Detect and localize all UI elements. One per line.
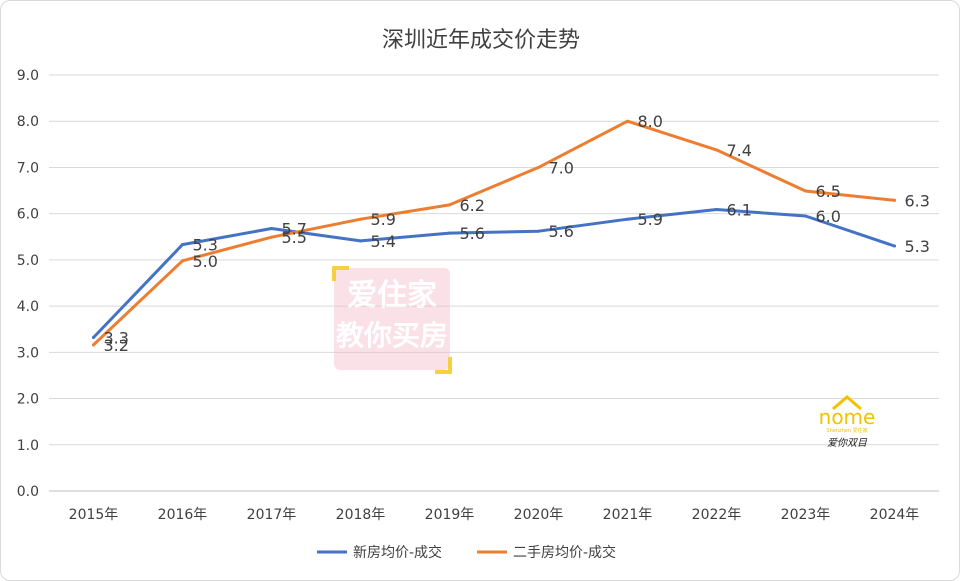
data-point <box>893 198 896 202</box>
x-tick-label: 2023年 <box>781 507 831 523</box>
data-label: 5.7 <box>282 219 307 238</box>
watermark-corner-br <box>435 357 452 374</box>
data-label: 6.1 <box>727 201 752 220</box>
logo-word: nome <box>819 405 876 429</box>
x-tick-label: 2016年 <box>158 507 208 523</box>
data-point <box>715 208 718 212</box>
data-label: 5.3 <box>193 236 218 255</box>
y-axis: 0.0 1.0 2.0 3.0 4.0 5.0 6.0 7.0 8.0 9.0 <box>17 68 39 500</box>
y-tick-label: 6.0 <box>17 207 39 223</box>
data-label: 3.3 <box>104 329 129 348</box>
y-tick-label: 2.0 <box>17 392 39 408</box>
data-point <box>804 214 807 218</box>
y-tick-label: 8.0 <box>17 114 39 130</box>
watermark: 爱住家 教你买房 <box>332 266 452 374</box>
x-axis: 2015年 2016年 2017年 2018年 2019年 2020年 2021年 2022年… <box>69 507 920 523</box>
legend-label: 二手房均价-成交 <box>513 544 616 561</box>
data-point <box>359 217 362 221</box>
logo-sub: Shenzhen 爱住家 <box>826 427 867 434</box>
x-tick-label: 2017年 <box>247 507 297 523</box>
data-point <box>448 231 451 235</box>
data-label: 5.4 <box>371 232 396 251</box>
data-label: 5.3 <box>905 237 930 256</box>
data-point <box>270 235 273 239</box>
logo-caption: 爱你双目 <box>827 437 868 449</box>
y-tick-label: 1.0 <box>17 438 39 454</box>
data-labels: 3.3 5.3 5.7 5.4 5.6 5.6 5.9 6.1 6.0 5.3 3.2 5.0 5.5 5… <box>104 112 930 355</box>
y-tick-label: 3.0 <box>17 345 39 361</box>
data-label: 3.2 <box>104 336 129 355</box>
data-label: 5.9 <box>371 210 396 229</box>
data-point <box>448 203 451 207</box>
data-point <box>92 336 95 340</box>
legend: 新房均价-成交 二手房均价-成交 <box>317 544 616 561</box>
data-label: 7.0 <box>549 158 574 177</box>
data-point <box>715 148 718 152</box>
x-tick-label: 2020年 <box>514 507 564 523</box>
series-layer <box>92 119 896 347</box>
y-tick-label: 0.0 <box>17 484 39 500</box>
data-point <box>626 119 629 123</box>
data-label: 6.2 <box>460 196 485 215</box>
data-label: 6.3 <box>905 191 930 210</box>
data-label: 6.0 <box>816 207 841 226</box>
watermark-corner-tl <box>332 266 349 281</box>
x-tick-label: 2022年 <box>692 507 742 523</box>
data-label: 5.6 <box>460 224 485 243</box>
legend-label: 新房均价-成交 <box>353 544 442 561</box>
y-tick-label: 7.0 <box>17 160 39 176</box>
data-label: 5.0 <box>193 252 218 271</box>
x-tick-label: 2019年 <box>425 507 475 523</box>
house-roof-icon <box>832 395 862 411</box>
y-tick-label: 5.0 <box>17 253 39 269</box>
x-tick-label: 2018年 <box>336 507 386 523</box>
data-point <box>181 243 184 247</box>
data-point <box>359 239 362 243</box>
data-point <box>804 189 807 193</box>
data-point <box>181 259 184 263</box>
x-tick-label: 2024年 <box>870 507 920 523</box>
data-label: 8.0 <box>638 112 663 131</box>
series-line-2 <box>92 119 896 347</box>
gridlines <box>49 74 939 492</box>
data-point <box>92 343 95 347</box>
watermark-box <box>334 268 450 370</box>
x-tick-label: 2015年 <box>69 507 119 523</box>
data-label: 7.4 <box>727 141 752 160</box>
data-label: 5.9 <box>638 210 663 229</box>
y-tick-label: 4.0 <box>17 299 39 315</box>
chart-title: 深圳近年成交价走势 <box>382 28 580 53</box>
y-tick-label: 9.0 <box>17 68 39 84</box>
watermark-line2: 教你买房 <box>336 319 448 352</box>
data-point <box>626 217 629 221</box>
watermark-line1: 爱住家 <box>347 278 437 313</box>
x-tick-label: 2021年 <box>603 507 653 523</box>
brand-logo: nome Shenzhen 爱住家 爱你双目 <box>819 395 876 449</box>
data-point <box>537 165 540 169</box>
data-point <box>893 244 896 248</box>
data-label: 5.5 <box>282 228 307 247</box>
series-line-1 <box>92 208 896 339</box>
data-point <box>270 226 273 230</box>
data-label: 5.6 <box>549 222 574 241</box>
data-point <box>537 229 540 233</box>
data-label: 6.5 <box>816 182 841 201</box>
